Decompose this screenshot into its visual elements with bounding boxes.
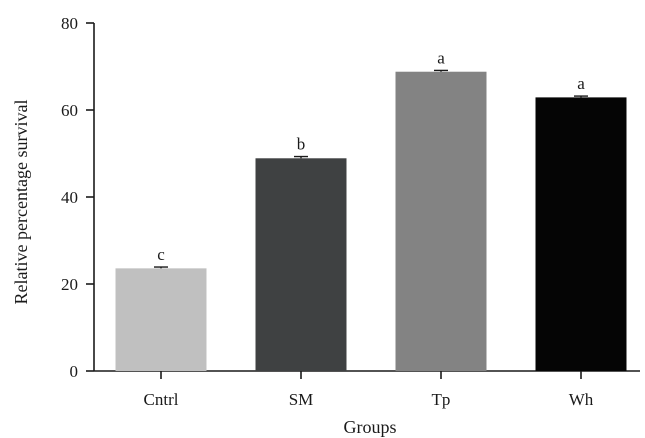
significance-label: c [157, 245, 165, 264]
x-axis: Cntrl SM Tp Wh [94, 370, 640, 409]
y-tick-label: 40 [61, 188, 78, 207]
y-tick-label: 0 [70, 362, 79, 381]
bar-tp [395, 71, 487, 371]
y-axis: 0 20 40 60 80 [61, 14, 95, 381]
x-tick-label: SM [289, 390, 314, 409]
bar-sm [255, 158, 347, 371]
bar-cntrl [115, 268, 207, 371]
x-axis-title: Groups [344, 417, 397, 437]
significance-label: b [297, 135, 306, 154]
significance-label: a [577, 74, 585, 93]
y-tick-label: 20 [61, 275, 78, 294]
bar-wh [535, 97, 627, 371]
y-tick-label: 60 [61, 101, 78, 120]
bars: c b a a [115, 48, 627, 371]
y-axis-title: Relative percentage survival [11, 100, 31, 305]
x-tick-label: Tp [432, 390, 451, 409]
significance-label: a [437, 48, 445, 67]
x-tick-label: Wh [569, 390, 594, 409]
y-tick-label: 80 [61, 14, 78, 33]
x-tick-label: Cntrl [144, 390, 179, 409]
